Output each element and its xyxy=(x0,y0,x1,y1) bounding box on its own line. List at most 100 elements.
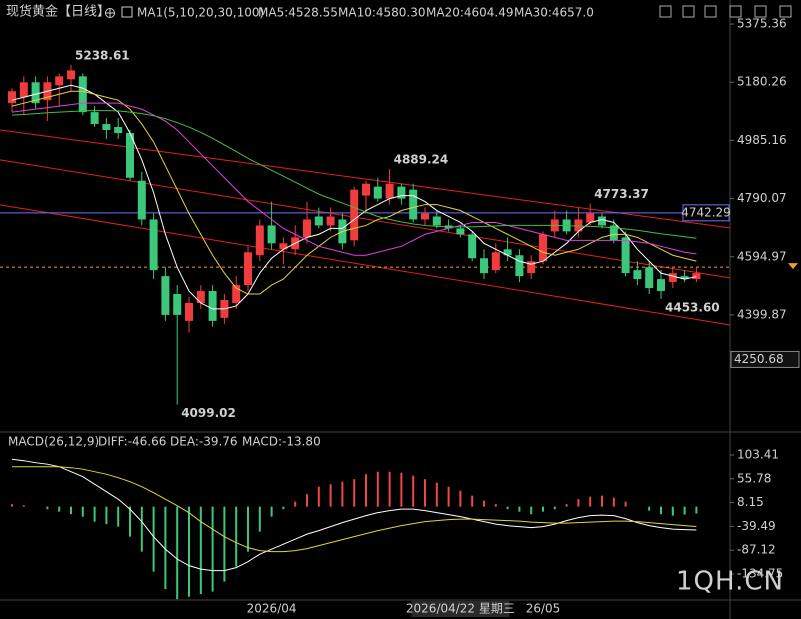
tool-icon[interactable] xyxy=(682,5,695,18)
candle-body xyxy=(137,180,146,220)
last-price-marker xyxy=(788,263,798,270)
tool-icon[interactable] xyxy=(704,5,717,18)
candle-body xyxy=(279,243,288,250)
candle-body xyxy=(503,249,512,256)
candle-body xyxy=(633,270,642,280)
y-tick-label: -39.49 xyxy=(737,519,776,533)
candle-body xyxy=(314,216,323,226)
candle-body xyxy=(67,70,75,80)
legend-entry: MA30:4657.0 xyxy=(514,6,594,20)
candle-body xyxy=(468,234,477,259)
candle-body xyxy=(255,225,264,256)
macd-line xyxy=(11,458,697,572)
reference-label-box xyxy=(682,204,730,222)
y-tick-label: 103.41 xyxy=(737,447,779,461)
candle-body xyxy=(421,213,429,220)
candle-body xyxy=(90,112,99,125)
extreme-label: 4889.24 xyxy=(394,153,449,167)
candle-body xyxy=(173,294,182,315)
price-box xyxy=(730,350,800,368)
candle-body xyxy=(491,252,500,271)
trendline xyxy=(0,204,731,326)
candle-body xyxy=(645,267,654,289)
candle-body xyxy=(586,213,595,223)
tool-icon[interactable] xyxy=(754,5,767,18)
legend-entry: MA10:4580.30 xyxy=(338,6,426,20)
candle-body xyxy=(362,183,370,196)
y-tick-label: -134.75 xyxy=(737,567,783,581)
extreme-label: 4773.37 xyxy=(594,187,649,201)
x-tick-label: 2026/04 xyxy=(247,602,297,616)
ma-line xyxy=(11,110,697,239)
y-tick-label: 5180.26 xyxy=(737,75,787,89)
candle-body xyxy=(574,219,583,232)
candle-body xyxy=(126,132,134,178)
y-tick-label: 4985.16 xyxy=(737,133,787,147)
y-tick-label: 4399.87 xyxy=(737,307,787,321)
trendline xyxy=(0,159,731,279)
trendline xyxy=(0,129,731,229)
ma-line xyxy=(11,90,697,295)
legend-entry: DIFF:-46.66 xyxy=(98,435,166,449)
candle-body xyxy=(385,183,394,199)
legend-entry: MA5:4528.55 xyxy=(258,6,338,20)
toolbar xyxy=(659,5,792,18)
ma-line xyxy=(11,102,697,256)
watermark: 1QH.CN xyxy=(676,567,784,597)
legend-entry: MACD:-13.80 xyxy=(242,435,321,449)
indicator-name: MA1(5,10,20,30,100) xyxy=(137,6,264,20)
candle-body xyxy=(326,216,335,226)
candle-body xyxy=(515,255,524,277)
candle-body xyxy=(539,234,547,262)
macd-line xyxy=(12,466,697,553)
candle-body xyxy=(244,252,252,286)
candle-body xyxy=(397,186,406,199)
y-tick-label: 55.78 xyxy=(737,471,771,485)
candle-body xyxy=(19,82,28,98)
candle-body xyxy=(8,91,16,104)
chart-title: 现货黄金【日线】 xyxy=(6,4,110,20)
candle-body xyxy=(31,82,40,104)
candle-body xyxy=(609,225,618,241)
tool-icon[interactable] xyxy=(659,5,672,18)
candle-body xyxy=(598,216,606,226)
candle-body xyxy=(373,186,382,199)
candle-body xyxy=(680,276,689,280)
candle-body xyxy=(232,285,241,303)
macd-title: MACD(26,12,9) xyxy=(8,435,99,449)
add-icon[interactable] xyxy=(105,8,115,18)
candle-body xyxy=(432,216,441,226)
candle-body xyxy=(303,219,311,238)
candle-body xyxy=(78,76,87,113)
candle-body xyxy=(149,219,158,271)
y-tick-label: 4790.07 xyxy=(737,191,787,205)
crosshair-date: 2026/04/22 星期三 xyxy=(406,602,515,616)
candle-body xyxy=(55,76,64,86)
extreme-label: 4099.02 xyxy=(181,406,236,420)
candle-body xyxy=(621,237,630,274)
candle-body xyxy=(114,127,123,133)
candle-body xyxy=(350,189,359,241)
extreme-label: 5238.61 xyxy=(75,48,130,62)
candle-body xyxy=(456,228,465,235)
y-tick-label: 8.15 xyxy=(737,495,764,509)
indicator-checkbox[interactable] xyxy=(121,6,133,18)
y-tick-label: -87.12 xyxy=(737,543,776,557)
candle-body xyxy=(208,291,217,321)
candle-body xyxy=(185,302,193,321)
legend-entry: MA20:4604.49 xyxy=(426,6,514,20)
candle-body xyxy=(657,279,665,292)
crosshair-date-box xyxy=(411,601,510,617)
y-tick-label: 5375.36 xyxy=(737,17,787,31)
candle-body xyxy=(161,276,170,315)
ma-line xyxy=(11,84,697,310)
tool-icon[interactable] xyxy=(779,5,792,18)
tool-icon[interactable] xyxy=(729,5,742,18)
candle-body xyxy=(480,258,488,274)
x-tick-label: 26/05 xyxy=(526,602,561,616)
extreme-label: 4453.60 xyxy=(665,300,720,314)
legend-entry: DEA:-39.76 xyxy=(170,435,238,449)
candle-body xyxy=(102,124,111,131)
